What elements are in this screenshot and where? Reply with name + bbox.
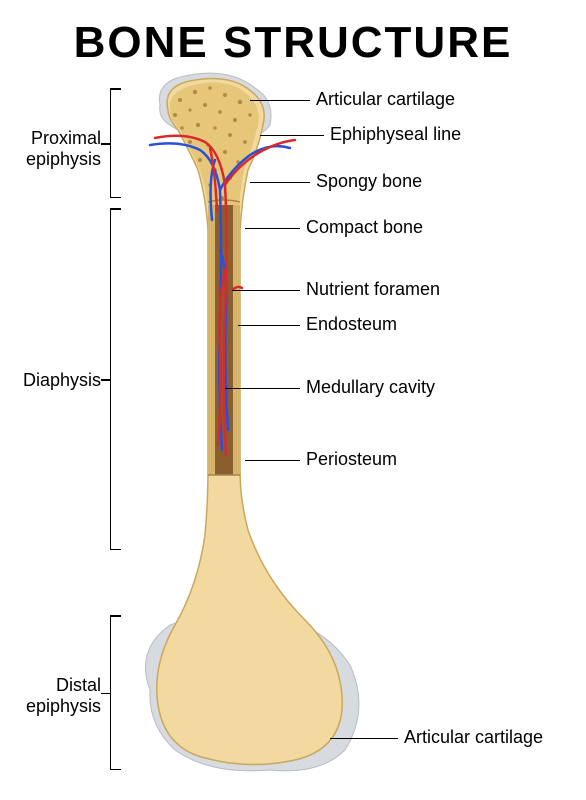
leader-line	[245, 460, 300, 461]
anatomy-label: Articular cartilage	[404, 727, 543, 748]
label-distal: Distal epiphysis	[6, 675, 101, 717]
leader-line	[250, 182, 310, 183]
label-proximal: Proximal epiphysis	[6, 128, 101, 170]
leader-line	[250, 100, 310, 101]
diagram-title: BONE STRUCTURE	[74, 18, 513, 68]
bracket-proximal	[110, 88, 111, 198]
compact-left	[208, 205, 215, 475]
anatomy-label: Ephiphyseal line	[330, 124, 461, 145]
anatomy-label: Medullary cavity	[306, 377, 435, 398]
anatomy-label: Compact bone	[306, 217, 423, 238]
leader-line	[225, 388, 300, 389]
arteries	[155, 136, 295, 455]
anatomy-label: Articular cartilage	[316, 89, 455, 110]
bracket-distal	[110, 615, 111, 770]
anatomy-label: Nutrient foramen	[306, 279, 440, 300]
leader-line	[232, 290, 300, 291]
anatomy-label: Spongy bone	[316, 171, 422, 192]
anatomy-label: Periosteum	[306, 449, 397, 470]
label-diaphysis: Diaphysis	[6, 370, 101, 391]
leader-line	[260, 135, 324, 136]
leader-line	[238, 325, 300, 326]
bracket-diaphysis	[110, 208, 111, 550]
leader-line	[330, 738, 398, 739]
leader-line	[245, 228, 300, 229]
compact-right	[233, 205, 240, 475]
anatomy-label: Endosteum	[306, 314, 397, 335]
